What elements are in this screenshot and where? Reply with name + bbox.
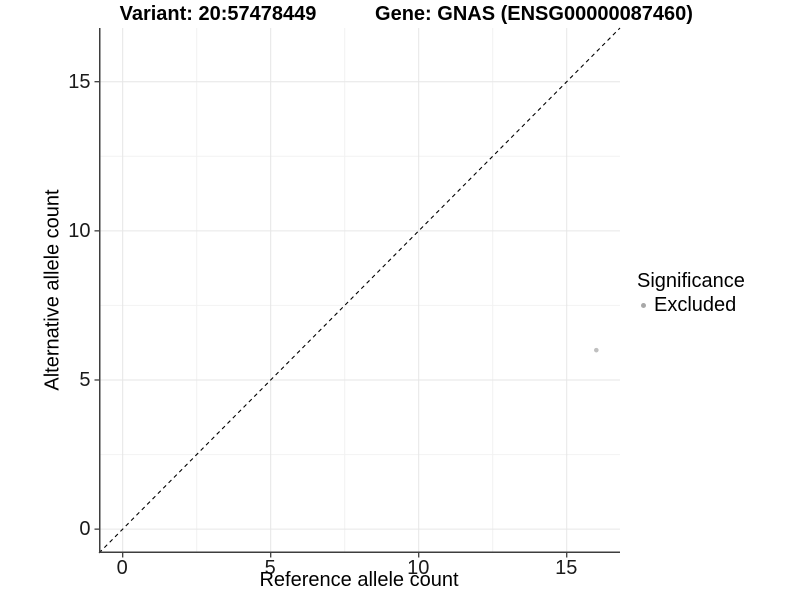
x-tick-label: 0	[116, 557, 128, 579]
y-axis-title: Alternative allele count	[41, 189, 64, 391]
x-tick-label: 15	[555, 557, 578, 579]
legend-title: Significance	[637, 270, 745, 292]
y-tick-label: 5	[79, 368, 91, 391]
legend-entry: Excluded	[637, 294, 745, 316]
y-tick-label: 10	[68, 219, 91, 242]
data-point	[593, 347, 599, 353]
legend-entries: Excluded	[637, 294, 745, 316]
legend-entry-label: Excluded	[654, 294, 737, 316]
legend: Significance Excluded	[637, 270, 745, 316]
plot-title-gene: Gene: GNAS (ENSG00000087460)	[375, 3, 693, 25]
plot-canvas	[94, 27, 620, 558]
plot-title-variant: Variant: 20:57478449	[119, 3, 317, 25]
legend-point-icon	[641, 302, 646, 308]
x-tick-label: 10	[407, 557, 430, 579]
legend-key	[637, 302, 650, 308]
identity-reference-line	[98, 27, 620, 554]
x-axis-title: Reference allele count	[259, 569, 459, 591]
y-tick-label: 15	[68, 70, 91, 93]
y-tick-label: 0	[79, 518, 91, 541]
x-tick-label: 5	[264, 557, 276, 579]
plot-panel	[94, 27, 620, 558]
